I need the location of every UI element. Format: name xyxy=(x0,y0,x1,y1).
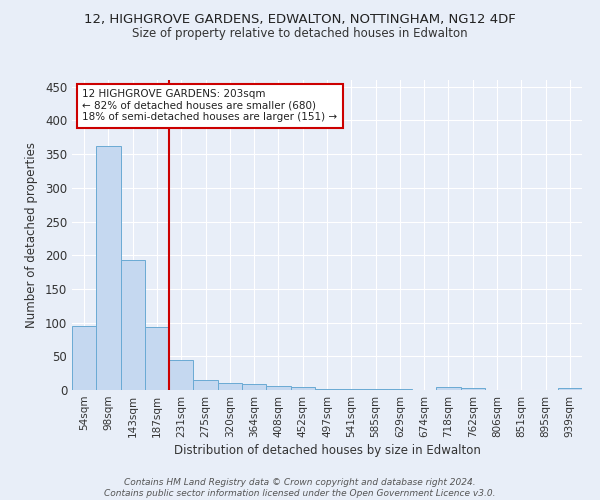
Bar xyxy=(96,146,121,390)
Bar xyxy=(266,386,290,390)
Text: 12 HIGHGROVE GARDENS: 203sqm
← 82% of detached houses are smaller (680)
18% of s: 12 HIGHGROVE GARDENS: 203sqm ← 82% of de… xyxy=(82,90,337,122)
Bar xyxy=(558,388,582,390)
Bar xyxy=(315,388,339,390)
Bar xyxy=(121,260,145,390)
Bar xyxy=(72,326,96,390)
X-axis label: Distribution of detached houses by size in Edwalton: Distribution of detached houses by size … xyxy=(173,444,481,457)
Bar xyxy=(461,388,485,390)
Text: Size of property relative to detached houses in Edwalton: Size of property relative to detached ho… xyxy=(132,28,468,40)
Text: 12, HIGHGROVE GARDENS, EDWALTON, NOTTINGHAM, NG12 4DF: 12, HIGHGROVE GARDENS, EDWALTON, NOTTING… xyxy=(84,12,516,26)
Bar xyxy=(193,380,218,390)
Bar xyxy=(339,388,364,390)
Bar xyxy=(169,360,193,390)
Bar xyxy=(218,382,242,390)
Bar xyxy=(145,328,169,390)
Y-axis label: Number of detached properties: Number of detached properties xyxy=(25,142,38,328)
Bar xyxy=(290,388,315,390)
Text: Contains HM Land Registry data © Crown copyright and database right 2024.
Contai: Contains HM Land Registry data © Crown c… xyxy=(104,478,496,498)
Bar xyxy=(436,386,461,390)
Bar xyxy=(242,384,266,390)
